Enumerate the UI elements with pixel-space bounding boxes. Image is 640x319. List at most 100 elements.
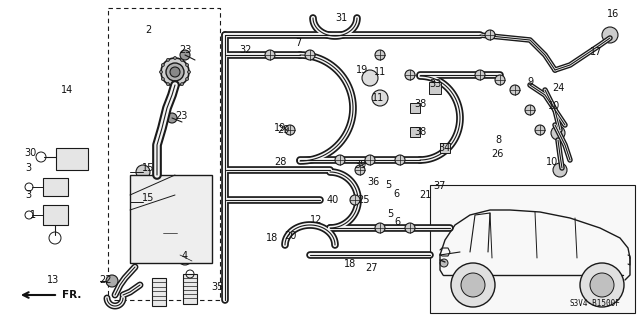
Text: 4: 4 [182,251,188,261]
Circle shape [440,259,448,267]
Text: 1: 1 [30,210,36,220]
Text: 10: 10 [546,157,558,167]
Circle shape [166,83,170,85]
Text: 29: 29 [277,125,289,135]
Text: 15: 15 [142,193,154,203]
Circle shape [180,83,184,85]
Circle shape [50,210,60,220]
Circle shape [180,50,190,60]
Text: 7: 7 [295,38,301,48]
Text: 18: 18 [344,259,356,269]
Circle shape [451,263,495,307]
Circle shape [170,67,180,77]
Text: 40: 40 [327,195,339,205]
Circle shape [355,165,365,175]
Circle shape [186,63,189,66]
Text: 32: 32 [240,45,252,55]
Circle shape [461,273,485,297]
Text: 31: 31 [335,13,347,23]
Circle shape [136,195,150,209]
Text: S3V4-B1500F: S3V4-B1500F [569,299,620,308]
Text: 16: 16 [607,9,619,19]
Circle shape [180,58,184,61]
Text: 25: 25 [356,195,369,205]
Circle shape [551,126,565,140]
Circle shape [161,78,164,80]
Circle shape [362,70,378,86]
Circle shape [350,195,360,205]
Text: 6: 6 [393,189,399,199]
Text: 30: 30 [24,148,36,158]
Text: 26: 26 [491,149,503,159]
Text: 12: 12 [310,215,322,225]
Text: 38: 38 [414,127,426,137]
Circle shape [485,30,495,40]
Bar [43,205,68,225]
Circle shape [173,56,177,60]
Circle shape [166,58,170,61]
Circle shape [178,251,192,265]
Text: 8: 8 [495,135,501,145]
Circle shape [510,85,520,95]
Text: 20: 20 [284,231,296,241]
Text: 15: 15 [142,163,154,173]
Circle shape [161,63,164,66]
Circle shape [186,78,189,80]
Text: 17: 17 [590,47,602,57]
Circle shape [495,75,505,85]
Bar [183,274,197,304]
Text: 21: 21 [419,190,431,200]
Text: 3: 3 [25,190,31,200]
Circle shape [167,113,177,123]
Circle shape [159,70,163,73]
Text: 3: 3 [25,163,31,173]
Text: 36: 36 [367,177,379,187]
Bar [429,82,441,94]
Text: 5: 5 [385,180,391,190]
Circle shape [590,273,614,297]
Bar [43,178,68,196]
Circle shape [106,275,118,287]
Circle shape [173,85,177,87]
Text: FR.: FR. [62,290,81,300]
Circle shape [265,50,275,60]
Text: 35: 35 [212,282,224,292]
Text: 34: 34 [438,143,450,153]
Circle shape [395,155,405,165]
Circle shape [372,90,388,106]
Circle shape [475,70,485,80]
Circle shape [161,58,189,86]
Text: 6: 6 [394,217,400,227]
Text: 27: 27 [365,263,378,273]
Circle shape [525,105,535,115]
Text: 39: 39 [354,160,366,170]
Bar [56,148,88,170]
Circle shape [405,223,415,233]
Circle shape [553,163,567,177]
Text: 38: 38 [414,99,426,109]
Text: 9: 9 [527,77,533,87]
Circle shape [405,70,415,80]
Text: 5: 5 [387,209,393,219]
Circle shape [305,50,315,60]
Circle shape [535,125,545,135]
Circle shape [188,70,191,73]
Circle shape [375,223,385,233]
Text: 19: 19 [356,65,368,75]
Text: 13: 13 [47,275,59,285]
Bar [152,278,166,306]
Circle shape [50,182,60,192]
Circle shape [335,155,345,165]
Text: 19: 19 [274,123,286,133]
Text: 11: 11 [372,93,384,103]
Text: 14: 14 [61,85,73,95]
Text: 28: 28 [274,157,286,167]
Circle shape [59,152,73,166]
Text: 2: 2 [145,25,151,35]
Circle shape [580,263,624,307]
Bar [130,175,212,263]
Text: 11: 11 [374,67,386,77]
Bar [430,185,635,313]
Bar [410,103,420,113]
Circle shape [285,125,295,135]
